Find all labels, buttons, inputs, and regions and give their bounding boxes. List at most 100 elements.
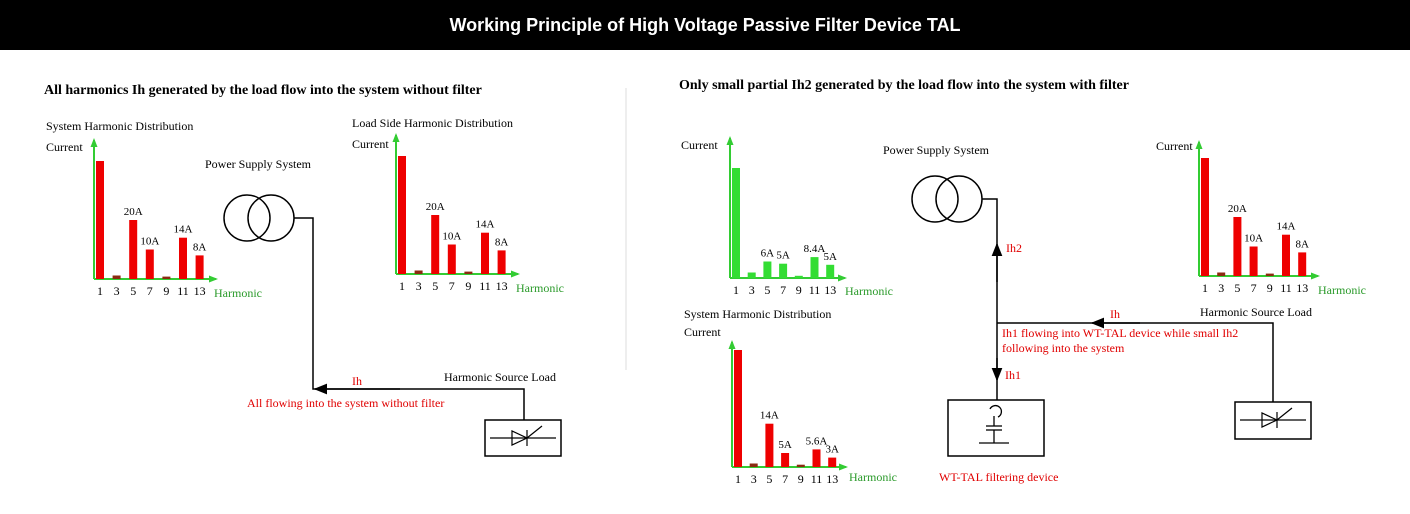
- right-heading: Only small partial Ih2 generated by the …: [679, 78, 1129, 93]
- tick-label: 11: [809, 283, 821, 297]
- tick-label: 7: [1251, 281, 1257, 295]
- chart-ylabel: Current: [681, 138, 718, 152]
- bar-h7: [779, 263, 788, 278]
- tick-label: 1: [735, 472, 741, 486]
- data-label: 10A: [442, 231, 461, 243]
- tick-label: 5: [766, 472, 772, 486]
- data-label: 14A: [174, 224, 193, 236]
- bar-h5: [1233, 217, 1242, 276]
- bar-h11: [1282, 234, 1290, 276]
- data-label: 20A: [426, 201, 445, 213]
- bar-h13: [828, 457, 837, 467]
- data-label: 10A: [140, 236, 159, 248]
- data-label: 20A: [124, 206, 143, 218]
- bar-h9: [794, 275, 803, 278]
- y-axis-arrow: [728, 340, 736, 349]
- circuit-wire: [294, 217, 525, 420]
- data-label: 5.6A: [806, 435, 828, 447]
- tick-label: 9: [163, 284, 169, 298]
- tick-label: 11: [811, 472, 823, 486]
- left-panel: All harmonics Ih generated by the load f…: [44, 83, 564, 457]
- tick-label: 13: [826, 472, 838, 486]
- flow-label-line2: following into the system: [1002, 341, 1125, 355]
- chart-xlabel: Harmonic: [849, 470, 897, 484]
- bar-h13: [826, 264, 835, 278]
- ih-label: Ih: [1110, 307, 1120, 321]
- chart-title: System Harmonic Distribution: [46, 119, 193, 133]
- data-label: 5A: [776, 250, 790, 262]
- tick-label: 9: [1267, 281, 1273, 295]
- chart-system-harmonic-left: System Harmonic Distribution Current Har…: [46, 119, 262, 300]
- ih1-label: Ih1: [1005, 368, 1021, 382]
- data-label: 14A: [760, 410, 779, 422]
- flow-label: All flowing into the system without filt…: [247, 396, 444, 410]
- tick-label: 9: [798, 472, 804, 486]
- flow-label-line1: Ih1 flowing into WT-TAL device while sma…: [1002, 326, 1238, 340]
- tick-label: 7: [449, 279, 455, 293]
- tick-label: 1: [399, 279, 405, 293]
- device-label: WT-TAL filtering device: [939, 470, 1058, 484]
- tick-label: 3: [1218, 281, 1224, 295]
- tick-label: 1: [733, 283, 739, 297]
- x-axis-arrow: [209, 275, 218, 283]
- chart-title: System Harmonic Distribution: [684, 307, 831, 321]
- chart-ylabel: Current: [684, 325, 721, 339]
- bar-h9: [1265, 273, 1274, 276]
- bar-h11: [481, 232, 489, 274]
- power-supply-label: Power Supply System: [205, 157, 312, 171]
- bar-h7: [145, 249, 154, 279]
- chart-load-side-harmonic: Load Side Harmonic Distribution Current …: [352, 116, 564, 295]
- y-axis-arrow: [392, 133, 400, 142]
- tick-label: 7: [780, 283, 786, 297]
- tick-label: 13: [1296, 281, 1308, 295]
- bar-h1: [398, 156, 406, 274]
- tick-label: 3: [416, 279, 422, 293]
- bar-h7: [1249, 246, 1258, 276]
- data-label: 8A: [495, 236, 509, 248]
- tick-label: 5: [130, 284, 136, 298]
- bar-h7: [447, 244, 456, 274]
- bar-h5: [763, 261, 772, 278]
- tick-label: 13: [194, 284, 206, 298]
- tick-label: 11: [479, 279, 491, 293]
- tick-label: 13: [824, 283, 836, 297]
- bar-h3: [414, 270, 423, 274]
- tick-label: 13: [496, 279, 508, 293]
- chart-xlabel: Harmonic: [516, 281, 564, 295]
- tick-label: 1: [97, 284, 103, 298]
- data-label: 6A: [761, 248, 775, 260]
- ih2-label: Ih2: [1006, 241, 1022, 255]
- bar-h13: [195, 255, 204, 279]
- tick-label: 3: [749, 283, 755, 297]
- chart-ylabel: Current: [352, 137, 389, 151]
- tick-label: 5: [432, 279, 438, 293]
- bar-h11: [179, 237, 187, 279]
- wt-tal-device-box: [947, 399, 1045, 457]
- left-heading: All harmonics Ih generated by the load f…: [44, 83, 482, 98]
- working-principle-diagram: All harmonics Ih generated by the load f…: [44, 78, 1366, 486]
- data-label: 5A: [823, 251, 837, 263]
- x-axis-arrow: [839, 463, 848, 471]
- data-label: 20A: [1228, 203, 1247, 215]
- tick-label: 7: [147, 284, 153, 298]
- bar-h3: [747, 272, 756, 278]
- page-title: Working Principle of High Voltage Passiv…: [449, 14, 961, 35]
- transformer-coil-icon: [247, 194, 295, 242]
- data-label: 8A: [193, 241, 207, 253]
- data-label: 10A: [1244, 233, 1263, 245]
- chart-title: Load Side Harmonic Distribution: [352, 116, 513, 130]
- filter-circuit-icon: [979, 405, 1009, 444]
- y-axis-arrow: [726, 136, 734, 145]
- chart-xlabel: Harmonic: [845, 284, 893, 298]
- data-label: 8A: [1295, 238, 1309, 250]
- thyristor-icon: [1240, 407, 1306, 428]
- circuit-wire: [982, 198, 998, 400]
- bar-h5: [129, 220, 138, 279]
- x-axis-arrow: [838, 274, 847, 282]
- transformer-coil-icon: [223, 194, 271, 242]
- data-label: 5A: [778, 439, 792, 451]
- tick-label: 11: [1280, 281, 1292, 295]
- chart-ylabel: Current: [1156, 139, 1193, 153]
- power-supply-label: Power Supply System: [883, 143, 990, 157]
- data-label: 8.4A: [804, 243, 826, 255]
